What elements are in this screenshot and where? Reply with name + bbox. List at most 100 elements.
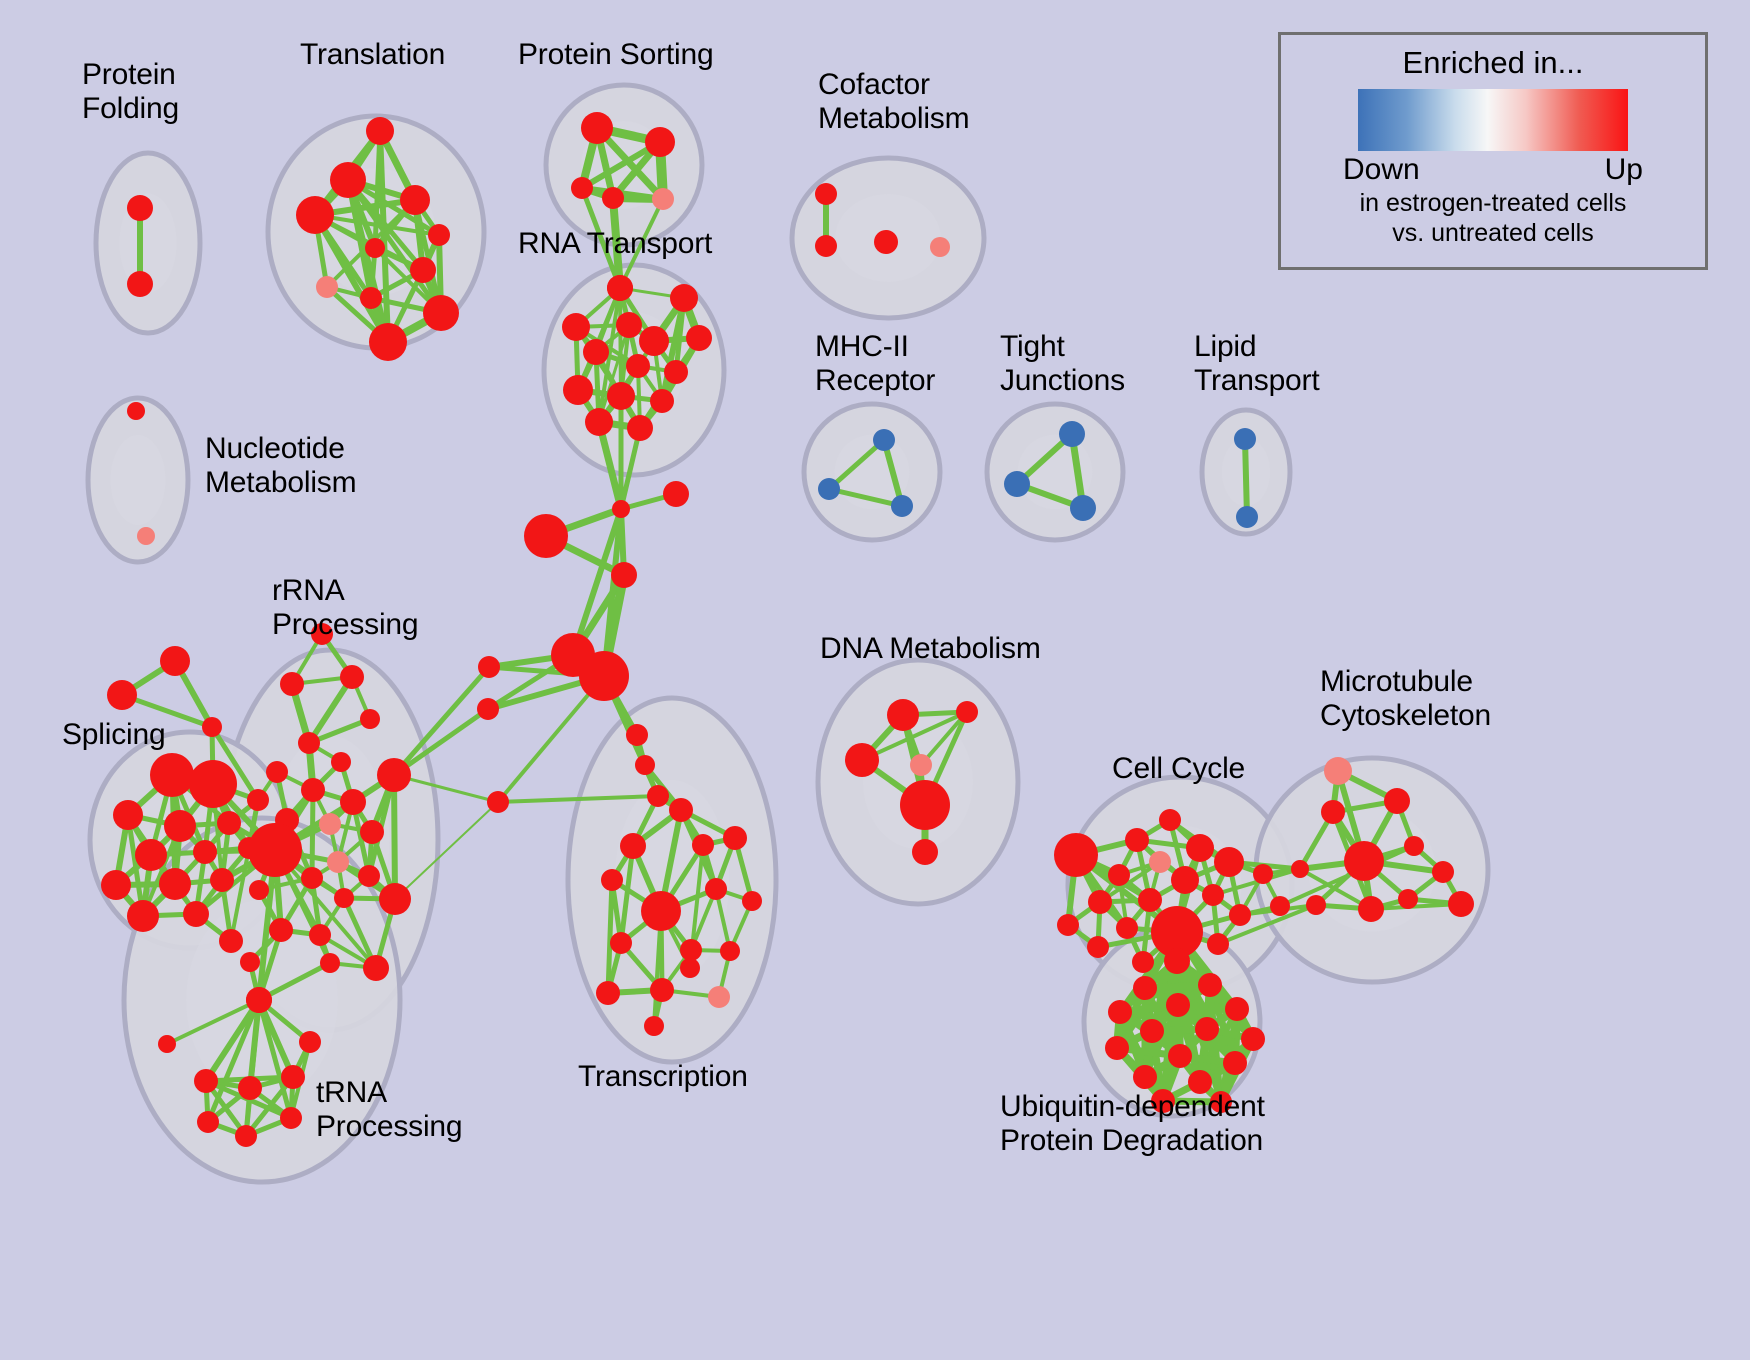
network-node[interactable]	[309, 924, 331, 946]
network-node[interactable]	[639, 326, 669, 356]
network-node[interactable]	[296, 196, 334, 234]
network-node[interactable]	[301, 778, 325, 802]
network-node[interactable]	[524, 514, 568, 558]
network-node[interactable]	[327, 851, 349, 873]
network-node[interactable]	[1291, 860, 1309, 878]
network-node[interactable]	[363, 955, 389, 981]
network-node[interactable]	[311, 623, 333, 645]
network-node[interactable]	[1133, 1065, 1157, 1089]
network-node[interactable]	[301, 867, 323, 889]
network-node[interactable]	[563, 375, 593, 405]
network-node[interactable]	[1116, 917, 1138, 939]
network-node[interactable]	[360, 709, 380, 729]
network-node[interactable]	[583, 339, 609, 365]
network-node[interactable]	[1188, 1070, 1212, 1094]
network-node[interactable]	[487, 791, 509, 813]
network-node[interactable]	[127, 900, 159, 932]
network-node[interactable]	[815, 183, 837, 205]
network-node[interactable]	[607, 275, 633, 301]
network-node[interactable]	[1171, 866, 1199, 894]
network-node[interactable]	[650, 978, 674, 1002]
network-node[interactable]	[705, 878, 727, 900]
network-node[interactable]	[1140, 1019, 1164, 1043]
network-node[interactable]	[1149, 851, 1171, 873]
network-node[interactable]	[562, 313, 590, 341]
network-node[interactable]	[358, 865, 380, 887]
network-node[interactable]	[1004, 471, 1030, 497]
network-node[interactable]	[280, 672, 304, 696]
network-node[interactable]	[845, 743, 879, 777]
network-node[interactable]	[692, 834, 714, 856]
network-node[interactable]	[281, 1065, 305, 1089]
network-node[interactable]	[159, 868, 191, 900]
network-node[interactable]	[1404, 836, 1424, 856]
network-node[interactable]	[360, 820, 384, 844]
network-node[interactable]	[1321, 800, 1345, 824]
network-node[interactable]	[1234, 428, 1256, 450]
network-node[interactable]	[680, 958, 700, 978]
network-node[interactable]	[113, 800, 143, 830]
network-node[interactable]	[930, 237, 950, 257]
network-node[interactable]	[1448, 891, 1474, 917]
network-node[interactable]	[249, 880, 269, 900]
network-node[interactable]	[891, 495, 913, 517]
network-node[interactable]	[1210, 1091, 1232, 1113]
network-node[interactable]	[320, 953, 340, 973]
network-node[interactable]	[910, 754, 932, 776]
network-node[interactable]	[369, 323, 407, 361]
network-node[interactable]	[1059, 421, 1085, 447]
network-node[interactable]	[815, 235, 837, 257]
network-node[interactable]	[189, 760, 237, 808]
network-node[interactable]	[1270, 896, 1290, 916]
network-node[interactable]	[635, 755, 655, 775]
network-node[interactable]	[620, 833, 646, 859]
network-node[interactable]	[1384, 788, 1410, 814]
network-node[interactable]	[1241, 1027, 1265, 1051]
network-node[interactable]	[360, 287, 382, 309]
network-node[interactable]	[197, 1111, 219, 1133]
network-node[interactable]	[1207, 933, 1229, 955]
network-node[interactable]	[477, 698, 499, 720]
network-node[interactable]	[1108, 1000, 1132, 1024]
network-node[interactable]	[1432, 861, 1454, 883]
network-node[interactable]	[708, 986, 730, 1008]
network-node[interactable]	[650, 389, 674, 413]
network-node[interactable]	[1070, 495, 1096, 521]
network-node[interactable]	[912, 839, 938, 865]
network-node[interactable]	[1358, 896, 1384, 922]
network-node[interactable]	[150, 753, 194, 797]
network-node[interactable]	[581, 112, 613, 144]
network-node[interactable]	[1195, 1017, 1219, 1041]
network-node[interactable]	[194, 1069, 218, 1093]
network-node[interactable]	[627, 415, 653, 441]
network-node[interactable]	[1166, 993, 1190, 1017]
network-node[interactable]	[1054, 833, 1098, 877]
network-node[interactable]	[602, 187, 624, 209]
network-node[interactable]	[331, 752, 351, 772]
network-node[interactable]	[956, 701, 978, 723]
network-node[interactable]	[1159, 809, 1181, 831]
network-node[interactable]	[164, 810, 196, 842]
network-node[interactable]	[723, 826, 747, 850]
network-node[interactable]	[873, 429, 895, 451]
network-node[interactable]	[340, 789, 366, 815]
network-node[interactable]	[1138, 888, 1162, 912]
network-node[interactable]	[1344, 841, 1384, 881]
network-node[interactable]	[612, 500, 630, 518]
network-node[interactable]	[611, 562, 637, 588]
network-node[interactable]	[248, 823, 302, 877]
network-node[interactable]	[1214, 847, 1244, 877]
network-node[interactable]	[365, 238, 385, 258]
network-node[interactable]	[135, 839, 167, 871]
network-node[interactable]	[202, 717, 222, 737]
network-node[interactable]	[670, 284, 698, 312]
network-node[interactable]	[641, 891, 681, 931]
network-node[interactable]	[379, 883, 411, 915]
network-node[interactable]	[1125, 828, 1149, 852]
network-node[interactable]	[298, 732, 320, 754]
network-node[interactable]	[1223, 1051, 1247, 1075]
network-node[interactable]	[160, 646, 190, 676]
network-node[interactable]	[1087, 936, 1109, 958]
network-node[interactable]	[1225, 997, 1249, 1021]
network-node[interactable]	[423, 295, 459, 331]
